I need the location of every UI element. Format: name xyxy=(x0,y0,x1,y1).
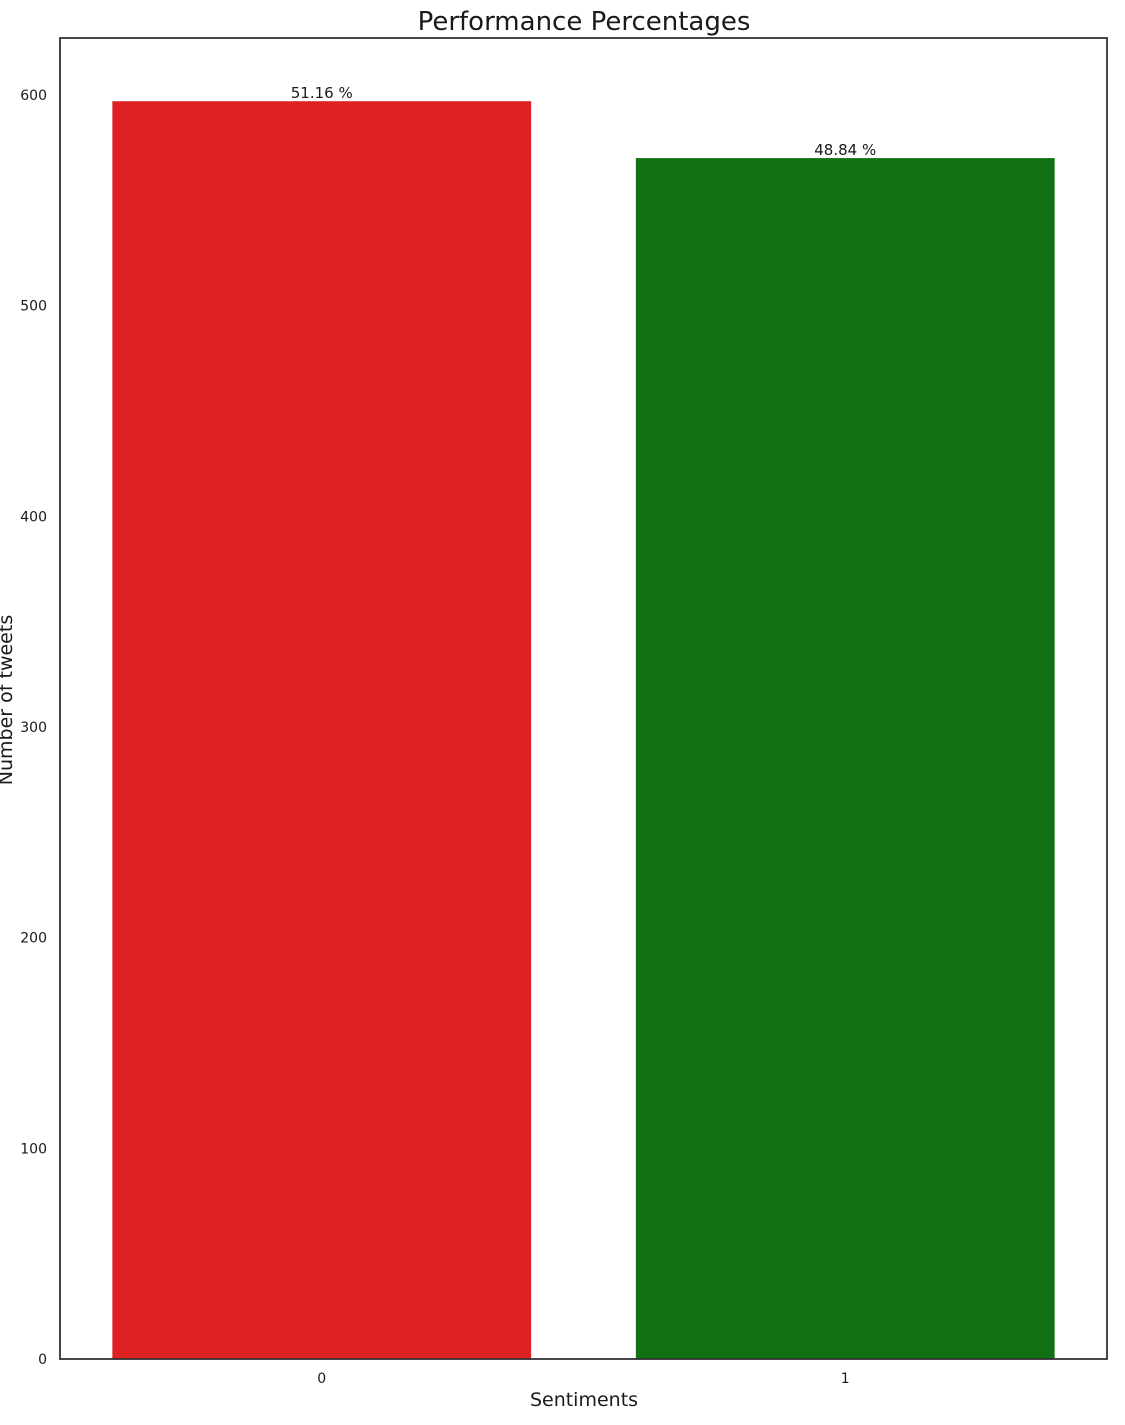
axes-frame xyxy=(59,37,1108,1360)
y-axis-label: Number of tweets xyxy=(0,615,17,785)
y-tick-label: 200 xyxy=(20,931,47,947)
x-axis-label: Sentiments xyxy=(530,1389,638,1411)
chart-title: Performance Percentages xyxy=(418,7,751,37)
y-tick-label: 600 xyxy=(20,88,47,104)
data-label: 48.84 % xyxy=(814,141,876,159)
bar-0 xyxy=(112,101,532,1360)
bar-1 xyxy=(635,158,1055,1359)
y-tick-label: 500 xyxy=(20,299,47,315)
data-label: 51.16 % xyxy=(291,84,353,102)
y-tick-label: 300 xyxy=(20,720,47,736)
y-tick-label: 400 xyxy=(20,509,47,525)
y-tick-label: 100 xyxy=(20,1141,47,1157)
plot-area: 0 100 200 300 400 500 600 0 51.16 % 1 48.84 % xyxy=(20,84,1055,1387)
x-tick-label: 1 xyxy=(841,1371,850,1387)
x-tick-label: 0 xyxy=(317,1371,326,1387)
y-tick-label: 0 xyxy=(38,1352,47,1368)
